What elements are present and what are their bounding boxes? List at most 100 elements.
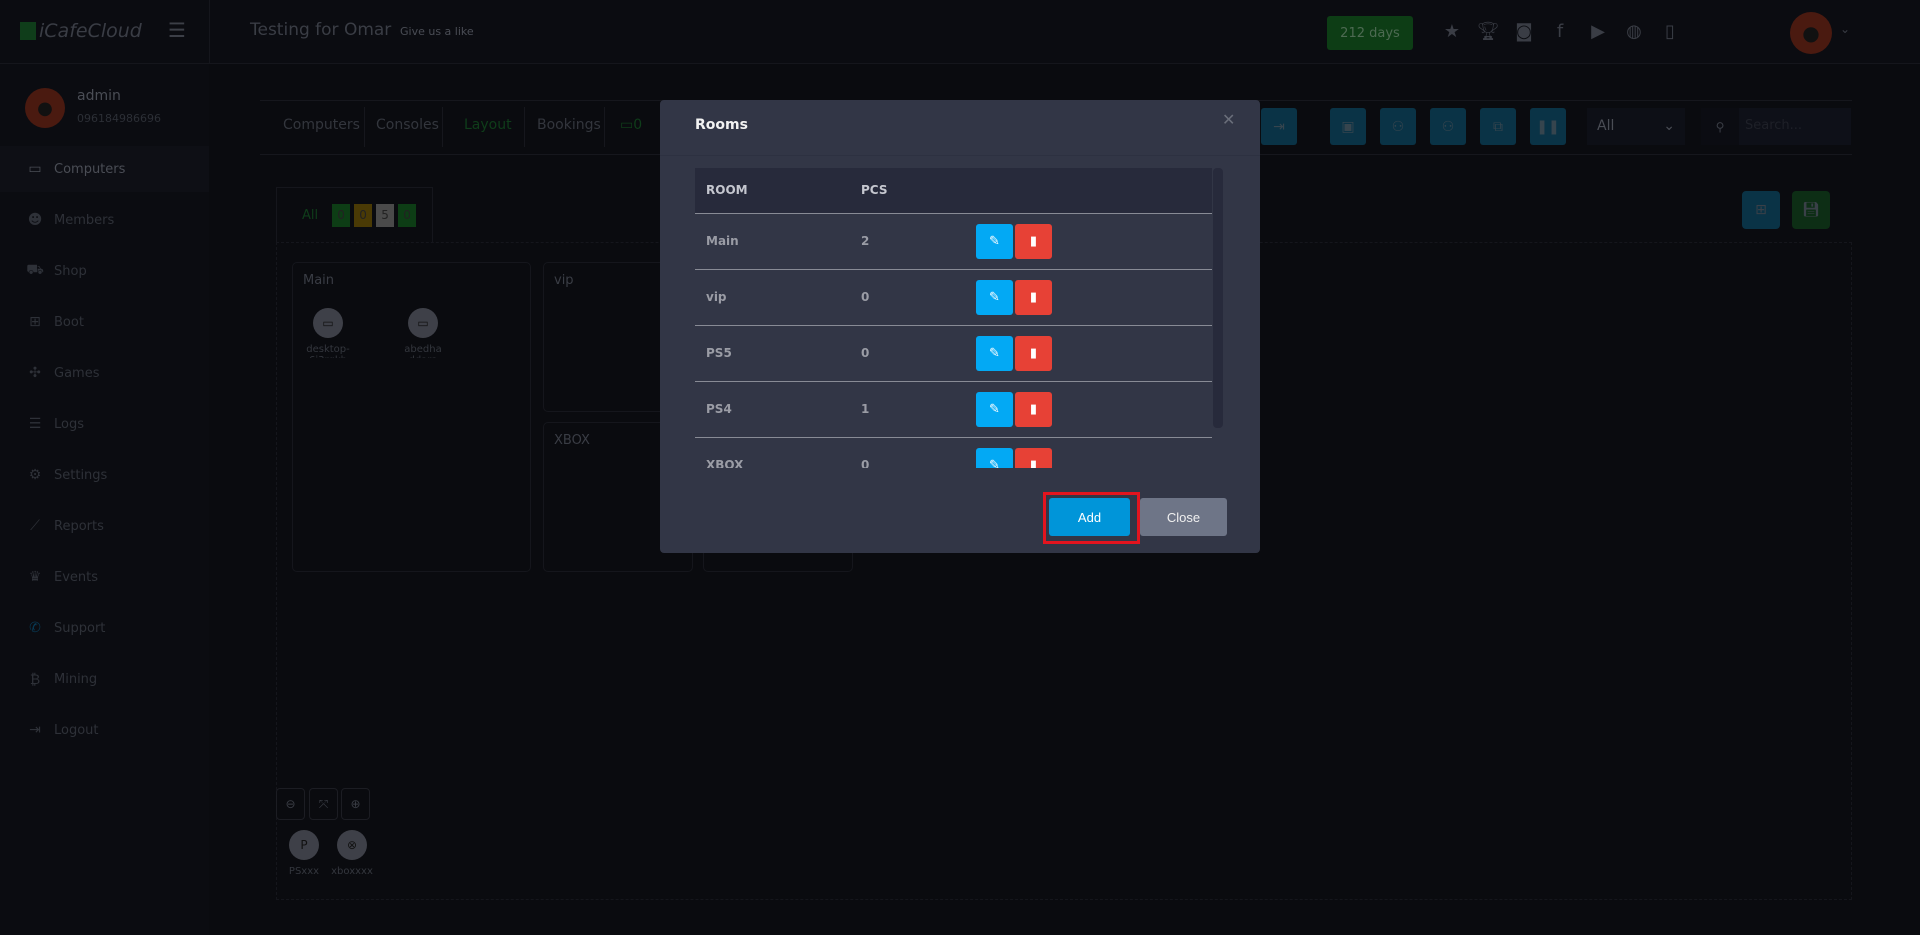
trash-icon: ▮ [1029, 457, 1038, 468]
console-item[interactable]: ⊗ xboxxxx [322, 830, 382, 877]
sidebar-item-mining[interactable]: ₿ Mining [0, 656, 209, 702]
table-row: PS4 1 ✎ ▮ [695, 380, 1212, 437]
save-button[interactable]: 💾︎ [1792, 191, 1830, 229]
leaderboard-icon[interactable]: ★ [1443, 21, 1461, 42]
filter-all[interactable]: All [302, 207, 319, 223]
tab-consoles[interactable]: Consoles [376, 117, 439, 133]
logo-text: iCafeCloud [39, 20, 142, 42]
logo-mark-icon [20, 22, 36, 40]
pc-item[interactable]: ▭ abedha ddara [393, 308, 453, 358]
delete-room-button[interactable]: ▮ [1015, 335, 1052, 371]
badge-count[interactable]: 0 [332, 203, 351, 227]
edit-room-button[interactable]: ✎ [976, 279, 1013, 315]
console-item[interactable]: P PSxxx [274, 830, 334, 877]
tab-divider [604, 107, 605, 147]
avatar[interactable]: ● [1790, 12, 1832, 54]
edit-room-button[interactable]: ✎ [976, 335, 1013, 371]
chart-icon: ⟋ [30, 518, 40, 534]
sidebar-item-label: Logout [54, 722, 99, 738]
sidebar-item-boot[interactable]: ⊞ Boot [0, 299, 209, 345]
pause-button[interactable]: ❚❚ [1530, 108, 1566, 145]
add-user-button[interactable]: ⚇ [1430, 108, 1466, 145]
add-button[interactable]: Add [1049, 498, 1130, 536]
delete-room-button[interactable]: ▮ [1015, 391, 1052, 427]
zoom-out-icon[interactable]: ⊖ [276, 788, 305, 820]
online-count: ▭0 [620, 117, 642, 133]
room-pcs: 0 [850, 324, 965, 381]
pencil-icon: ✎ [989, 401, 1000, 417]
room-name: PS4 [695, 380, 850, 437]
edit-room-button[interactable]: ✎ [976, 391, 1013, 427]
sidebar-item-label: Boot [54, 314, 84, 330]
grid-button[interactable]: ⊞ [1742, 191, 1780, 229]
room-pcs: 0 [850, 436, 965, 468]
zoom-in-icon[interactable]: ⊕ [341, 788, 370, 820]
sidebar-avatar: ● [25, 88, 65, 128]
logo[interactable]: iCafeCloud [20, 20, 142, 42]
tab-divider [364, 107, 365, 147]
pc-item[interactable]: ▭ desktop-6i3rqkb [298, 308, 358, 358]
sidebar-item-logout[interactable]: ⇥ Logout [0, 707, 209, 753]
delete-room-button[interactable]: ▮ [1015, 279, 1052, 315]
room-box-main[interactable]: Main ▭ desktop-6i3rqkb ▭ abedha ddara [292, 262, 531, 572]
scrollbar[interactable] [1213, 168, 1223, 428]
sidebar-item-label: Support [54, 620, 106, 636]
trash-icon: ▮ [1029, 289, 1038, 305]
globe-icon[interactable]: ◍ [1626, 21, 1642, 42]
sidebar-item-logs[interactable]: ☰ Logs [0, 401, 209, 447]
modal-title: Rooms [695, 117, 748, 133]
top-header [0, 0, 1920, 64]
user-name: admin [77, 88, 121, 104]
close-icon[interactable]: ✕ [1222, 110, 1236, 129]
playstation-icon: P [289, 830, 319, 860]
tab-layout[interactable]: Layout [464, 117, 512, 133]
delete-room-button[interactable]: ▮ [1015, 447, 1052, 468]
trash-icon: ▮ [1029, 345, 1038, 361]
edit-room-button[interactable]: ✎ [976, 223, 1013, 259]
gear-icon: ⚙ [28, 467, 42, 483]
filter-select[interactable]: All ⌄ [1587, 108, 1685, 145]
search-input[interactable]: Search... [1745, 118, 1803, 133]
phone-icon: ✆ [29, 620, 41, 636]
badge-count[interactable]: 0 [354, 203, 373, 227]
rooms-modal: Rooms ✕ ROOM PCS Main 2 ✎ ▮ vip 0 ✎ ▮ PS5 0 ✎ ▮ PS4 1… [660, 100, 1260, 553]
money-button[interactable]: ▣ [1330, 108, 1366, 145]
sidebar-item-members[interactable]: ☻ Members [0, 197, 209, 243]
screen-button[interactable]: ⧉ [1480, 108, 1516, 145]
close-button[interactable]: Close [1140, 498, 1227, 536]
add-member-button[interactable]: ⚇ [1380, 108, 1416, 145]
table-row: Main 2 ✎ ▮ [695, 212, 1212, 269]
tab-bookings[interactable]: Bookings [537, 117, 601, 133]
sidebar-item-computers[interactable]: ▭ Computers [0, 146, 209, 192]
hamburger-menu-icon[interactable]: ☰ [168, 18, 186, 42]
tab-computers[interactable]: Computers [283, 117, 360, 133]
days-remaining-button[interactable]: 212 days [1327, 16, 1413, 50]
pencil-icon: ✎ [989, 233, 1000, 249]
table-row: vip 0 ✎ ▮ [695, 268, 1212, 325]
sidebar-item-support[interactable]: ✆ Support [0, 605, 209, 651]
sidebar-item-games[interactable]: ✣ Games [0, 350, 209, 396]
sidebar-item-reports[interactable]: ⟋ Reports [0, 503, 209, 549]
edit-room-button[interactable]: ✎ [976, 447, 1013, 468]
badge-count[interactable]: 0 [398, 203, 417, 227]
badge-count[interactable]: 5 [376, 203, 395, 227]
youtube-icon[interactable]: ▶ [1591, 21, 1605, 42]
sidebar-item-shop[interactable]: ⛟ Shop [0, 248, 209, 294]
logout-pc-button[interactable]: ⇥ [1261, 108, 1297, 145]
trash-icon: ▮ [1029, 401, 1038, 417]
chevron-down-icon[interactable]: ⌄ [1840, 22, 1851, 36]
delete-room-button[interactable]: ▮ [1015, 223, 1052, 259]
facebook-icon[interactable]: f [1556, 21, 1564, 42]
trophy-icon[interactable]: 🏆︎ [1476, 21, 1500, 42]
sidebar-item-settings[interactable]: ⚙ Settings [0, 452, 209, 498]
book-icon[interactable]: ▯ [1665, 21, 1675, 42]
search-box[interactable]: ⚲ Search... [1701, 108, 1851, 145]
sidebar-item-label: Logs [54, 416, 84, 432]
discord-icon[interactable]: ◙ [1515, 21, 1533, 42]
give-like-link[interactable]: Give us a like [400, 25, 474, 38]
console-name: xboxxxx [331, 866, 373, 877]
sidebar-item-events[interactable]: ♛ Events [0, 554, 209, 600]
sidebar [0, 64, 209, 935]
sidebar-item-label: Games [54, 365, 100, 381]
fit-screen-icon[interactable]: ⤧ [309, 788, 338, 820]
